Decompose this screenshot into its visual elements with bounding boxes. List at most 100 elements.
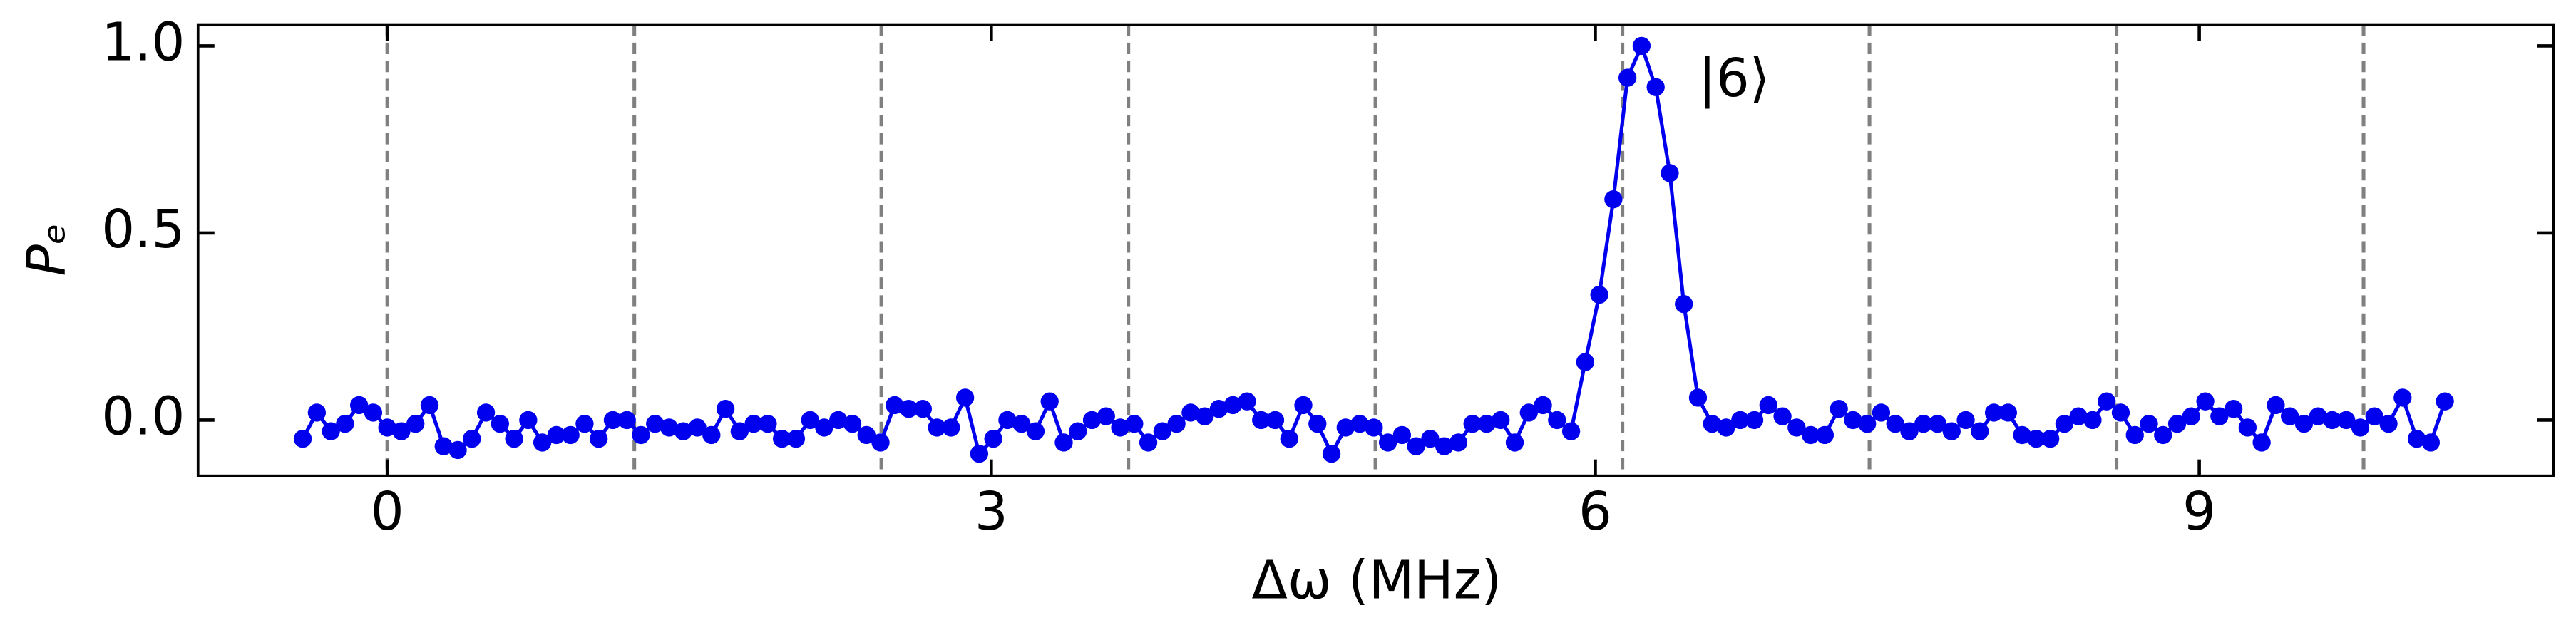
data-point [2393, 388, 2412, 407]
data-point [1632, 36, 1651, 56]
data-point [843, 415, 862, 433]
data-point [1407, 437, 1425, 455]
data-point [942, 418, 960, 437]
data-point [2407, 430, 2426, 448]
data-point [1688, 388, 1708, 407]
data-point [2098, 392, 2116, 411]
data-point [1717, 418, 1735, 437]
data-point [1561, 422, 1581, 440]
x-tick-label: 9 [2182, 482, 2216, 542]
data-point [2337, 411, 2356, 430]
data-point [1745, 411, 1764, 430]
data-point [815, 418, 833, 437]
annotation: |6⟩ [1698, 48, 1770, 109]
data-point [1322, 445, 1341, 463]
data-point [2281, 407, 2299, 425]
data-point [2041, 430, 2060, 448]
data-point [1492, 411, 1510, 430]
data-point [1195, 407, 1214, 425]
data-point [871, 433, 890, 452]
x-tick-label: 3 [975, 482, 1008, 542]
data-point [1900, 422, 1919, 440]
data-point [716, 400, 735, 418]
x-tick-label: 0 [371, 482, 404, 542]
data-point [1209, 400, 1228, 418]
data-point [349, 396, 369, 415]
data-point [1519, 403, 1538, 422]
y-tick-label: 1.0 [101, 12, 185, 73]
data-point [561, 425, 580, 445]
data-point [2379, 415, 2398, 433]
data-point [632, 425, 650, 445]
data-point [1534, 396, 1552, 415]
data-point [1942, 422, 1961, 440]
data-point [463, 430, 481, 448]
data-point [1886, 415, 1904, 433]
data-point [1914, 415, 1933, 433]
data-point [2210, 407, 2229, 425]
data-point [1449, 433, 1468, 452]
data-point [1463, 415, 1482, 433]
data-point [1604, 190, 1623, 209]
data-point [913, 400, 932, 418]
data-point [519, 411, 538, 430]
data-point [1646, 78, 1665, 96]
data-point [1252, 411, 1271, 430]
data-point [2238, 418, 2257, 437]
y-axis-label: Pₑ [17, 222, 78, 276]
data-point [730, 422, 749, 440]
data-point [928, 418, 946, 437]
data-point [1238, 392, 1256, 411]
data-point [1280, 430, 1298, 448]
data-point [1139, 433, 1158, 452]
data-point [1392, 425, 1412, 445]
data-point [1675, 295, 1693, 314]
data-point [1548, 411, 1566, 430]
data-point [1308, 415, 1327, 433]
data-point [772, 430, 791, 448]
data-point [364, 403, 383, 422]
data-point [547, 425, 566, 445]
data-point [491, 415, 509, 433]
data-point [1082, 411, 1102, 430]
data-point [1054, 433, 1073, 452]
data-point [2069, 407, 2088, 425]
data-point [702, 425, 721, 445]
data-point [1040, 392, 1059, 411]
data-point [646, 415, 664, 433]
data-point [1012, 415, 1031, 433]
data-point [2294, 415, 2314, 433]
data-point [1731, 411, 1750, 430]
data-point [660, 418, 679, 437]
data-point [1801, 425, 1820, 445]
data-point [322, 422, 340, 440]
data-point [307, 403, 327, 422]
data-point [1069, 422, 1087, 440]
data-point [2125, 425, 2144, 445]
plot-frame [196, 23, 2555, 477]
data-point [1336, 418, 1355, 437]
data-point [2140, 415, 2158, 433]
data-point [603, 411, 622, 430]
data-point [392, 422, 411, 440]
data-point [505, 430, 523, 448]
data-point [378, 418, 396, 437]
data-point [434, 437, 453, 455]
data-point [1350, 415, 1369, 433]
data-point [2111, 403, 2130, 422]
data-point [2421, 433, 2441, 452]
data-point [1576, 353, 1595, 371]
data-point [1971, 422, 1989, 440]
data-point [984, 430, 1002, 448]
data-point [801, 411, 819, 430]
data-point [1984, 403, 2003, 422]
data-point [2196, 392, 2215, 411]
data-point [1590, 285, 1608, 304]
data-point [1928, 415, 1947, 433]
data-point [1167, 415, 1186, 433]
data-point [2309, 407, 2327, 425]
data-point [293, 430, 312, 448]
data-point [1421, 430, 1440, 448]
data-point [857, 425, 876, 445]
